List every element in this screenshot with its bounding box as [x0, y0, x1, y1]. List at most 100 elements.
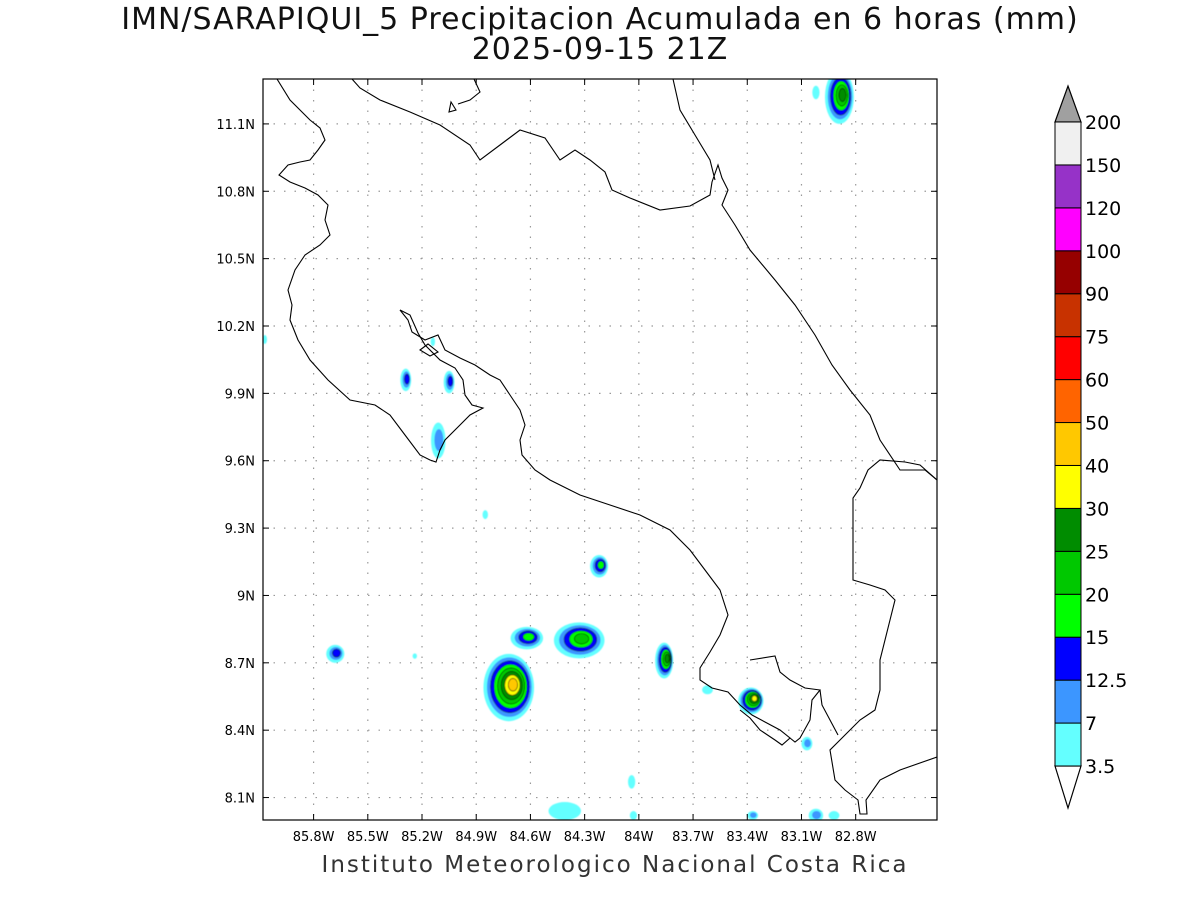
- precip-cell: [808, 808, 824, 820]
- precip-cell: [702, 685, 713, 695]
- colorbar-swatch: [1054, 121, 1082, 166]
- precip-cell: [412, 653, 417, 659]
- plot-frame: [262, 78, 938, 821]
- precip-cell: [548, 802, 582, 820]
- precip-level-3.5: [828, 811, 840, 820]
- colorbar-swatch: [1054, 593, 1082, 638]
- precip-cell: [443, 370, 455, 394]
- colorbar-swatch: [1054, 422, 1082, 466]
- lon-tick-label: 84.3W: [564, 830, 606, 845]
- lat-tick-label: 9N: [237, 589, 255, 604]
- colorbar-label: 60: [1085, 370, 1109, 392]
- precip-level-12.5: [404, 373, 410, 385]
- colorbar-swatch: [1054, 550, 1082, 595]
- lat-tick-label: 9.3N: [225, 522, 255, 537]
- lon-tick-label: 83.7W: [672, 830, 714, 845]
- precip-level-15: [522, 632, 535, 642]
- precip-level-3.5: [263, 334, 267, 344]
- precip-level-12.5: [332, 648, 341, 658]
- precip-cell: [824, 79, 854, 124]
- colorbar: 3.5 7 12.5 15 20 25 30 40 50 60 75 90 100 120 150 200: [1054, 84, 1127, 811]
- precipitation-map: 11.1N 10.8N 10.5N 10.2N 9.9N 9.6N 9.3N 9N 8.7N 8.…: [216, 78, 938, 845]
- colorbar-label: 12.5: [1085, 670, 1127, 692]
- lon-tick-label: 85.2W: [401, 830, 443, 845]
- lat-tick-label: 9.6N: [225, 455, 255, 470]
- precip-level-40: [507, 678, 518, 692]
- precip-cell: [326, 644, 345, 663]
- precip-level-20: [574, 633, 590, 645]
- precip-cell: [482, 510, 488, 520]
- lon-tick-label: 83.4W: [726, 830, 768, 845]
- precip-cell: [431, 422, 446, 459]
- precip-cell: [590, 555, 609, 578]
- precip-level-25: [664, 653, 670, 664]
- precip-level-3.5: [629, 811, 638, 820]
- precip-cell: [828, 811, 840, 820]
- lat-tick-label: 8.4N: [225, 724, 255, 739]
- precip-level-7: [812, 810, 821, 820]
- lake-arenal-outline: [419, 343, 440, 357]
- colorbar-swatch: [1054, 679, 1082, 724]
- lon-tick-label: 84.9W: [455, 830, 497, 845]
- lon-tick-label: 85.5W: [347, 830, 389, 845]
- precip-level-3.5: [628, 775, 636, 789]
- precip-cell: [628, 775, 636, 789]
- precip-cell: [553, 622, 605, 659]
- precip-level-7: [804, 739, 811, 748]
- colorbar-label: 75: [1085, 327, 1109, 349]
- colorbar-label: 90: [1085, 284, 1109, 306]
- colorbar-label: 15: [1085, 627, 1109, 649]
- lon-tick-label: 82.8W: [835, 830, 877, 845]
- precip-cell: [400, 368, 412, 392]
- colorbar-label: 20: [1085, 584, 1109, 606]
- gridlines: [263, 79, 937, 820]
- precip-cell: [801, 736, 813, 751]
- border-panama: [829, 459, 937, 815]
- colorbar-label: 40: [1085, 455, 1109, 477]
- lon-tick-label: 84W: [624, 830, 654, 845]
- colorbar-swatch: [1054, 464, 1082, 509]
- colorbar-swatch: [1054, 207, 1082, 252]
- precip-level-3.5: [548, 802, 582, 820]
- precip-cell: [812, 85, 820, 100]
- precip-level-25: [838, 88, 847, 102]
- lon-tick-label: 84.6W: [510, 830, 552, 845]
- lat-tick-label: 10.2N: [216, 320, 255, 335]
- lat-tick-label: 11.1N: [216, 118, 255, 133]
- colorbar-under-arrow: [1054, 765, 1082, 811]
- precip-cell: [655, 642, 674, 679]
- colorbar-swatch: [1054, 336, 1082, 381]
- precip-level-7: [749, 812, 757, 818]
- lake-nicaragua-shore: [457, 79, 481, 105]
- colorbar-label: 200: [1085, 112, 1121, 134]
- lat-tick-label: 8.1N: [225, 792, 255, 807]
- colorbar-swatch: [1054, 636, 1082, 681]
- colorbar-label: 7: [1085, 713, 1097, 735]
- colorbar-label: 30: [1085, 498, 1109, 520]
- coastline: [276, 79, 937, 815]
- precip-level-12.5: [447, 376, 454, 387]
- lat-tick-label: 8.7N: [225, 657, 255, 672]
- precip-cell: [483, 653, 535, 722]
- precip-level-15: [597, 560, 605, 570]
- lon-tick-label: 83.1W: [781, 830, 823, 845]
- precip-cell: [629, 811, 638, 820]
- colorbar-swatch: [1054, 293, 1082, 338]
- chart-title: IMN/SARAPIQUI_5 Precipitacion Acumulada …: [121, 2, 1079, 37]
- lon-tick-label: 85.8W: [293, 830, 335, 845]
- coastline-north-top: [672, 79, 716, 181]
- coastline-pacific-central: [399, 309, 791, 746]
- coastline-pacific-nw: [276, 79, 485, 463]
- colorbar-swatch: [1054, 722, 1082, 767]
- precip-level-3.5: [812, 85, 820, 100]
- axis-labels: 11.1N 10.8N 10.5N 10.2N 9.9N 9.6N 9.3N 9N 8.7N 8.…: [216, 79, 937, 845]
- precip-level-3.5: [482, 510, 488, 520]
- precip-level-3.5: [430, 337, 436, 347]
- lat-tick-label: 10.8N: [216, 185, 255, 200]
- colorbar-label: 50: [1085, 413, 1109, 435]
- precip-level-30: [751, 695, 758, 702]
- precipitation-contours: [263, 79, 854, 820]
- colorbar-label: 25: [1085, 541, 1109, 563]
- colorbar-label: 120: [1085, 198, 1121, 220]
- colorbar-swatch: [1054, 379, 1082, 424]
